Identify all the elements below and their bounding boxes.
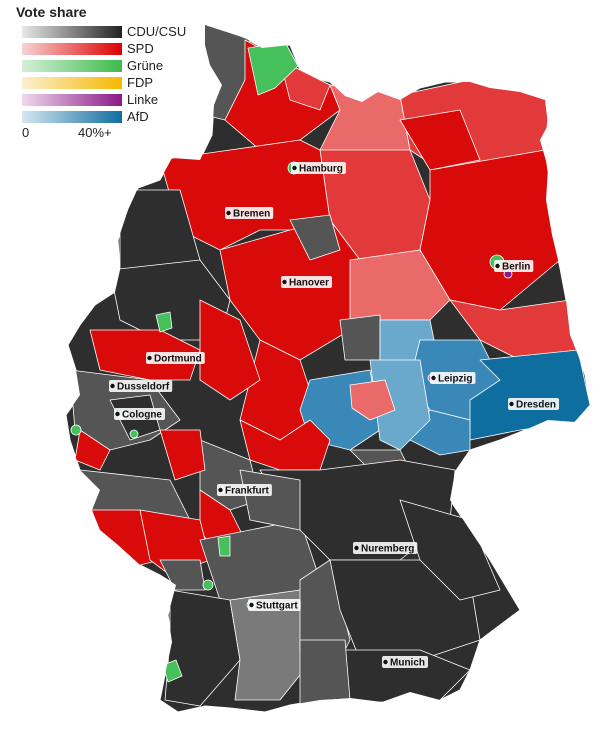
city-labels: Hamburg Bremen Berlin Hanover Dortmund Leipzi… [109, 162, 560, 669]
city-dot-icon [226, 210, 231, 216]
region-gruene-aachen [70, 424, 82, 436]
region-mv-center [399, 109, 481, 171]
legend-scale: 0 40%+ [16, 125, 196, 141]
city-stuttgart: Stuttgart [248, 599, 301, 612]
legend-row-gruene: Grüne [16, 57, 196, 74]
city-label-background [248, 599, 301, 611]
city-label-bremen: Bremen [233, 209, 270, 220]
city-dot-icon [115, 411, 120, 417]
city-label-background [291, 162, 346, 174]
legend-label-gruene: Grüne [127, 58, 164, 73]
city-label-dresden: Dresden [516, 400, 556, 411]
city-label-background [225, 207, 274, 219]
region-gruene-karlsruhe [202, 579, 214, 591]
city-dot-icon [282, 279, 287, 285]
city-label-berlin: Berlin [502, 262, 530, 273]
city-label-cologne: Cologne [122, 410, 162, 421]
city-dot-icon [354, 545, 359, 551]
city-dot-icon [292, 165, 297, 171]
region-gruene-muenster [155, 311, 173, 333]
city-label-background [109, 380, 173, 392]
city-label-munich: Munich [390, 658, 425, 669]
city-dot-icon [110, 383, 115, 389]
legend-row-spd: SPD [16, 40, 196, 57]
legend-ramp-afd [22, 111, 122, 123]
city-label-hamburg: Hamburg [299, 164, 343, 175]
legend-label-linke: Linke [127, 92, 159, 107]
city-frankfurt: Frankfurt [217, 484, 272, 497]
city-label-background [508, 398, 560, 410]
city-dot-icon [509, 401, 514, 407]
legend-row-linke: Linke [16, 91, 196, 108]
legend-ramp-fdp [22, 77, 122, 89]
legend-row-cdu: CDU/CSU [16, 23, 196, 40]
city-label-background [217, 484, 272, 496]
region-gruene-heidelberg [217, 535, 231, 557]
city-dot-icon [383, 659, 388, 665]
legend-label-cdu: CDU/CSU [127, 24, 187, 39]
city-label-dortmund: Dortmund [154, 354, 202, 365]
legend-label-afd: AfD [127, 109, 149, 124]
city-label-frankfurt: Frankfurt [225, 486, 270, 497]
legend-ramp-gruene [22, 60, 122, 72]
city-nuremberg: Nuremberg [353, 542, 418, 555]
region-siegen [159, 429, 206, 481]
region-bonn-red [74, 429, 111, 471]
legend-ramp-linke [22, 94, 122, 106]
region-st-center [339, 314, 381, 361]
city-label-background [382, 656, 428, 668]
legend-row-fdp: FDP [16, 74, 196, 91]
city-hamburg: Hamburg [291, 162, 346, 175]
city-dortmund: Dortmund [146, 352, 205, 365]
city-label-stuttgart: Stuttgart [256, 601, 298, 612]
region-schwaben [299, 639, 351, 706]
legend-label-spd: SPD [127, 41, 154, 56]
legend: Vote share CDU/CSU SPD Grüne FDP Linke A… [16, 4, 196, 141]
city-dot-icon [218, 487, 223, 493]
legend-scale-min: 0 [22, 125, 30, 140]
city-label-background [281, 276, 333, 288]
city-label-background [494, 260, 534, 272]
city-label-background [430, 372, 476, 384]
region-sachsen-east [469, 349, 590, 441]
city-label-leipzig: Leipzig [438, 374, 472, 385]
city-label-background [353, 542, 418, 554]
city-label-background [114, 408, 165, 420]
city-leipzig: Leipzig [430, 372, 476, 385]
region-gruene-freiburg [162, 659, 183, 683]
city-hanover: Hanover [281, 276, 333, 289]
city-berlin: Berlin [494, 260, 534, 273]
legend-title: Vote share [16, 4, 87, 20]
city-bremen: Bremen [225, 207, 274, 220]
city-label-hanover: Hanover [289, 278, 329, 289]
region-hessen-north [239, 419, 331, 471]
legend-ramp-spd [22, 43, 122, 55]
legend-rows: CDU/CSU SPD Grüne FDP Linke AfD [16, 23, 196, 125]
legend-scale-max: 40%+ [78, 125, 112, 140]
region-gruene-bonn [129, 429, 139, 439]
city-dot-icon [431, 375, 436, 381]
legend-row-afd: AfD [16, 108, 196, 125]
city-label-nuremberg: Nuremberg [361, 544, 414, 555]
city-dot-icon [249, 602, 254, 608]
city-dresden: Dresden [508, 398, 560, 411]
city-dot-icon [147, 355, 152, 361]
legend-ramp-cdu [22, 26, 122, 38]
city-dusseldorf: Dusseldorf [109, 380, 173, 393]
city-dot-icon [495, 263, 500, 269]
city-label-background [146, 352, 205, 364]
region-erfurt [349, 379, 396, 421]
legend-label-fdp: FDP [127, 75, 153, 90]
city-cologne: Cologne [114, 408, 165, 421]
city-label-dusseldorf: Dusseldorf [117, 382, 170, 393]
region-ns-mid [289, 214, 341, 261]
region-nrw-east [199, 299, 261, 401]
city-munich: Munich [382, 656, 428, 669]
